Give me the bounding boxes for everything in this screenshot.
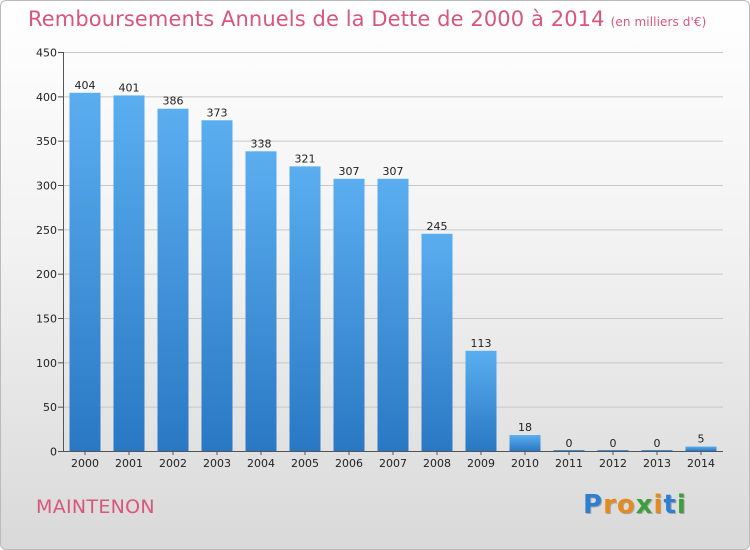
bar-2011 (553, 450, 585, 451)
x-tick-label: 2000 (71, 457, 99, 470)
bar-2014 (685, 446, 717, 451)
x-tick-label: 2012 (599, 457, 627, 470)
y-tick-label: 200 (36, 268, 57, 281)
y-tick-label: 50 (43, 401, 57, 414)
bar-2006 (333, 178, 365, 451)
chart-title-text: Remboursements Annuels de la Dette de 20… (28, 7, 605, 31)
data-label: 5 (698, 433, 705, 446)
bar-2007 (377, 178, 409, 451)
y-tick-label: 450 (36, 47, 57, 60)
bar-2004 (245, 151, 277, 451)
x-tick-label: 2002 (159, 457, 187, 470)
x-tick-label: 2005 (291, 457, 319, 470)
chart-subtitle: (en milliers d'€) (610, 15, 707, 29)
data-label: 404 (75, 79, 96, 92)
bar-2008 (421, 233, 453, 451)
logo-letter: i (653, 490, 664, 520)
logo-letter: r (603, 490, 617, 520)
logo-letter: t (663, 490, 677, 520)
logo-letter: x (635, 490, 654, 520)
logo-letter: o (616, 490, 636, 520)
data-label: 0 (566, 437, 573, 450)
bar-2013 (641, 450, 673, 451)
proxiti-logo: Proxiti (583, 490, 687, 520)
bars (69, 92, 717, 452)
chart-title: Remboursements Annuels de la Dette de 20… (28, 7, 706, 31)
y-tick-label: 100 (36, 357, 57, 370)
x-tick-label: 2014 (687, 457, 715, 470)
bar-2012 (597, 450, 629, 451)
x-tick-label: 2013 (643, 457, 671, 470)
bar-2001 (113, 95, 145, 452)
data-label: 401 (119, 81, 140, 94)
data-label: 373 (207, 106, 228, 119)
bar-2003 (201, 120, 233, 452)
data-label: 113 (471, 337, 492, 350)
city-name: MAINTENON (36, 496, 155, 518)
logo-letter: i (676, 490, 687, 520)
y-tick-label: 350 (36, 135, 57, 148)
x-tick-label: 2010 (511, 457, 539, 470)
x-tick-label: 2001 (115, 457, 143, 470)
y-tick-label: 0 (50, 446, 57, 459)
data-label: 0 (610, 437, 617, 450)
data-label: 386 (163, 95, 184, 108)
bar-2002 (157, 108, 189, 451)
y-tick-label: 300 (36, 180, 57, 193)
bar-2009 (465, 350, 497, 451)
logo-letter: P (583, 490, 604, 520)
x-tick-label: 2003 (203, 457, 231, 470)
data-label: 321 (295, 152, 316, 165)
x-tick-label: 2007 (379, 457, 407, 470)
x-tick-label: 2006 (335, 457, 363, 470)
x-tick-label: 2004 (247, 457, 275, 470)
bar-2005 (289, 166, 321, 451)
data-label: 18 (518, 421, 532, 434)
y-tick-label: 400 (36, 91, 57, 104)
bar-2010 (509, 435, 541, 451)
data-label: 307 (383, 165, 404, 178)
y-tick-label: 250 (36, 224, 57, 237)
bar-2000 (69, 92, 101, 451)
x-tick-label: 2011 (555, 457, 583, 470)
x-tick-label: 2008 (423, 457, 451, 470)
data-label: 245 (427, 220, 448, 233)
data-label: 307 (339, 165, 360, 178)
y-tick-label: 150 (36, 313, 57, 326)
x-tick-label: 2009 (467, 457, 495, 470)
data-labels: 404 401 386 373 338 321 307 307 245 113 18 0 0 0 5 (75, 79, 705, 450)
data-label: 338 (251, 137, 272, 150)
data-label: 0 (654, 437, 661, 450)
